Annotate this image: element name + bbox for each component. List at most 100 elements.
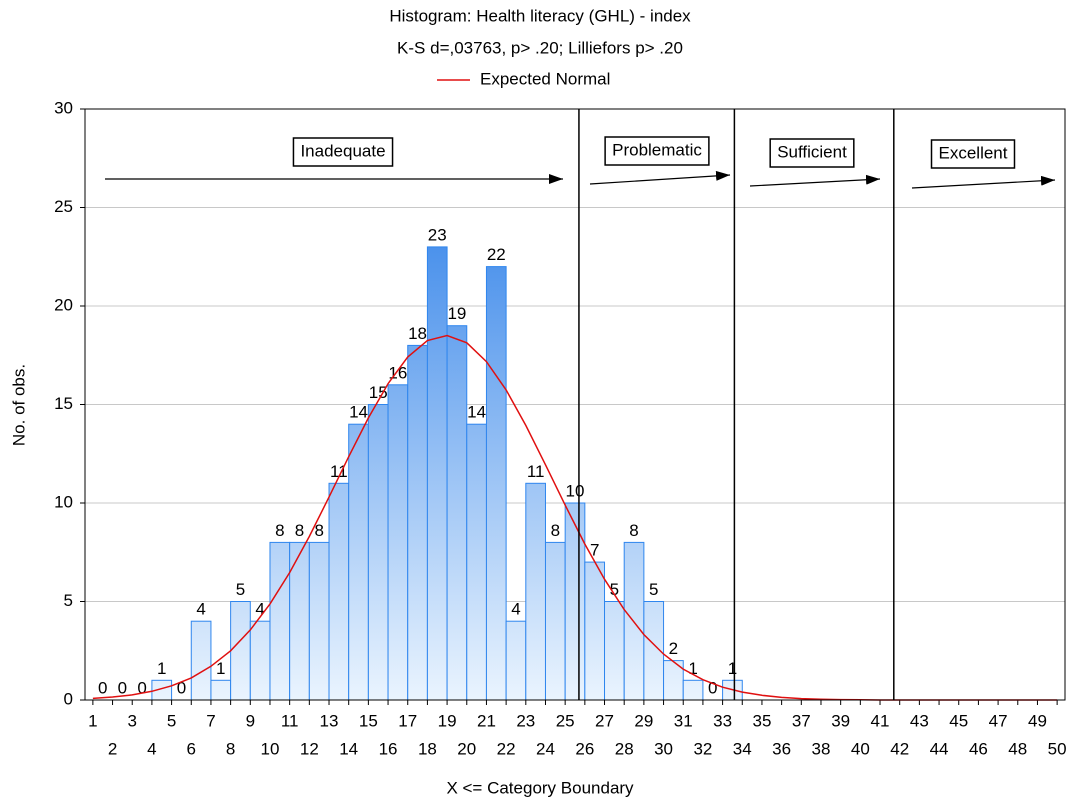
- x-tick-label: 35: [752, 711, 771, 730]
- x-tick-label: 15: [359, 711, 378, 730]
- value-label: 1: [728, 659, 737, 678]
- bar: [604, 601, 625, 701]
- annotation-box: [769, 138, 855, 168]
- value-label: 14: [467, 403, 486, 422]
- bar: [230, 601, 251, 701]
- x-tick-label: 39: [831, 711, 850, 730]
- x-tick-label: 21: [477, 711, 496, 730]
- x-tick-label: 14: [339, 739, 358, 758]
- y-tick-label: 15: [54, 394, 73, 413]
- x-tick-label: 2: [108, 739, 117, 758]
- x-tick-label: 36: [772, 739, 791, 758]
- value-label: 7: [590, 541, 599, 560]
- x-tick-label: 42: [890, 739, 909, 758]
- annotation-label: Inadequate: [300, 141, 385, 160]
- value-label: 15: [369, 383, 388, 402]
- value-label: 0: [708, 678, 717, 697]
- x-tick-label: 48: [1008, 739, 1027, 758]
- x-tick-label: 16: [379, 739, 398, 758]
- value-label: 0: [98, 678, 107, 697]
- bar: [387, 384, 409, 701]
- chart-subtitle: K-S d=,03763, p> .20; Lilliefors p> .20: [397, 38, 683, 57]
- x-tick-label: 47: [989, 711, 1008, 730]
- bar: [564, 502, 586, 701]
- x-tick-label: 22: [497, 739, 516, 758]
- value-label: 0: [137, 678, 146, 697]
- x-tick-label: 8: [226, 739, 235, 758]
- bar: [466, 423, 487, 701]
- value-label: 4: [196, 600, 205, 619]
- bar: [485, 266, 507, 701]
- x-axis-label: X <= Category Boundary: [446, 778, 634, 797]
- x-tick-label: 6: [187, 739, 196, 758]
- x-tick-label: 28: [615, 739, 634, 758]
- x-tick-label: 33: [713, 711, 732, 730]
- x-tick-label: 10: [261, 739, 280, 758]
- x-tick-label: 4: [147, 739, 156, 758]
- annotation-arrow: [911, 175, 1056, 189]
- x-tick-label: 18: [418, 739, 437, 758]
- value-label: 14: [349, 403, 368, 422]
- x-tick-label: 9: [246, 711, 255, 730]
- bar: [190, 620, 212, 701]
- bar: [407, 344, 428, 701]
- x-tick-label: 25: [556, 711, 575, 730]
- y-tick-label: 30: [54, 98, 73, 117]
- x-tick-label: 44: [930, 739, 949, 758]
- x-tick-label: 11: [281, 711, 299, 730]
- x-tick-label: 20: [457, 739, 476, 758]
- x-tick-label: 34: [733, 739, 752, 758]
- value-label: 1: [157, 659, 166, 678]
- bar: [544, 541, 566, 701]
- value-label: 5: [610, 580, 619, 599]
- annotation-arrow: [749, 174, 881, 187]
- legend-label: Expected Normal: [480, 69, 610, 88]
- value-label: 19: [447, 304, 466, 323]
- plot-frame: [84, 108, 1066, 701]
- bar: [328, 482, 350, 701]
- x-tick-label: 17: [398, 711, 417, 730]
- value-label: 0: [118, 678, 127, 697]
- value-label: 8: [275, 521, 284, 540]
- x-tick-label: 5: [167, 711, 176, 730]
- bar: [584, 561, 606, 701]
- x-tick-label: 29: [634, 711, 653, 730]
- y-tick-label: 10: [54, 492, 73, 511]
- x-tick-label: 32: [693, 739, 712, 758]
- x-tick-label: 46: [969, 739, 988, 758]
- x-tick-label: 40: [851, 739, 870, 758]
- annotation-box: [604, 136, 710, 166]
- value-label: 8: [629, 521, 638, 540]
- x-tick-label: 24: [536, 739, 555, 758]
- x-tick-label: 3: [127, 711, 136, 730]
- value-label: 18: [408, 324, 427, 343]
- x-tick-label: 38: [812, 739, 831, 758]
- x-tick-label: 27: [595, 711, 614, 730]
- annotation-box: [930, 139, 1016, 169]
- value-label: 1: [688, 659, 697, 678]
- value-label: 4: [511, 600, 520, 619]
- bar: [249, 620, 271, 701]
- y-tick-label: 20: [54, 295, 73, 314]
- value-label: 0: [177, 678, 186, 697]
- value-label: 2: [669, 639, 678, 658]
- x-tick-label: 12: [300, 739, 319, 758]
- annotation-arrow: [589, 170, 731, 185]
- bar: [525, 482, 546, 701]
- bar: [505, 620, 527, 701]
- x-tick-label: 1: [88, 711, 97, 730]
- x-tick-label: 19: [438, 711, 457, 730]
- value-label: 1: [216, 659, 225, 678]
- value-label: 8: [314, 521, 323, 540]
- bar: [682, 679, 704, 701]
- value-label: 8: [295, 521, 304, 540]
- bar: [308, 541, 330, 701]
- x-tick-label: 23: [516, 711, 535, 730]
- x-tick-label: 30: [654, 739, 673, 758]
- x-tick-label: 45: [949, 711, 968, 730]
- y-axis-label: No. of obs.: [9, 364, 28, 446]
- annotation-label: Sufficient: [777, 142, 847, 161]
- y-tick-label: 5: [64, 591, 73, 610]
- bar: [446, 325, 468, 701]
- y-tick-label: 0: [64, 689, 73, 708]
